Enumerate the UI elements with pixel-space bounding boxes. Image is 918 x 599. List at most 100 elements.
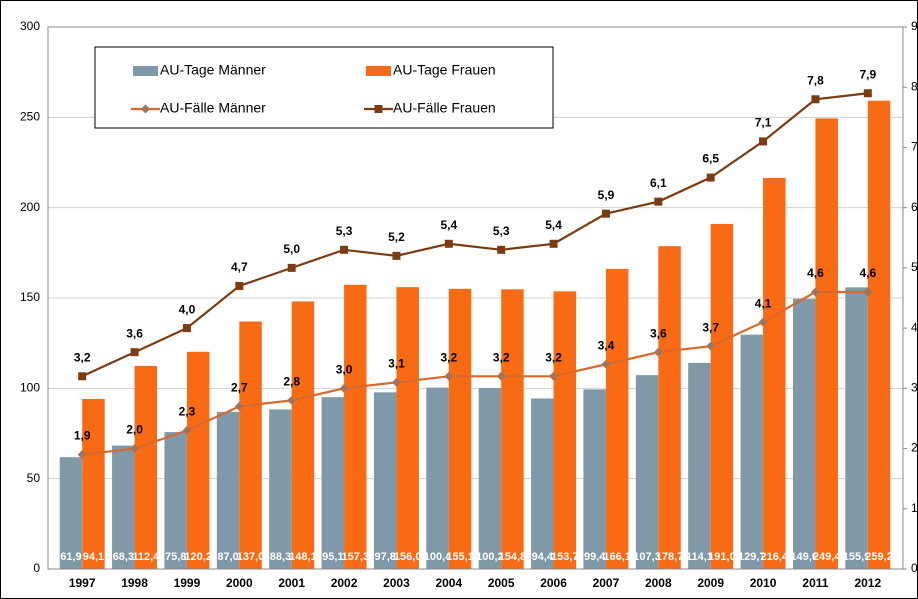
- bar: [845, 287, 868, 569]
- line-value-label: 4,6: [807, 266, 824, 280]
- y-tick-label: 150: [20, 290, 40, 304]
- bar-value-label: 178,7: [656, 551, 684, 563]
- bar: [396, 287, 419, 569]
- bar-value-label: 95,1: [322, 551, 343, 563]
- bar: [373, 392, 397, 569]
- bar: [740, 334, 764, 569]
- x-tick-label: 1997: [69, 576, 96, 590]
- bar-value-label: 155,1: [446, 551, 474, 563]
- line-value-label: 3,7: [702, 320, 719, 334]
- marker: [601, 209, 610, 218]
- legend-marker: [141, 104, 150, 114]
- bar: [792, 298, 816, 569]
- y2-tick-label: 1: [911, 501, 918, 515]
- bar-value-label: 259,2: [865, 551, 893, 563]
- marker: [863, 287, 873, 297]
- bar: [344, 284, 367, 569]
- marker: [810, 287, 820, 297]
- line: [82, 290, 868, 456]
- bar-value-label: 216,4: [761, 551, 789, 563]
- bar: [239, 321, 262, 569]
- bar-value-label: 94,1: [83, 551, 104, 563]
- bar-value-label: 157,3: [342, 551, 370, 563]
- line-value-label: 5,9: [598, 188, 615, 202]
- line-value-label: 4,7: [231, 260, 248, 274]
- bar-value-label: 191,0: [708, 551, 736, 563]
- x-tick-label: 2002: [331, 576, 358, 590]
- line-value-label: 7,8: [807, 73, 824, 87]
- line-value-label: 3,6: [650, 326, 667, 340]
- bar: [867, 100, 891, 569]
- y2-tick-label: 7: [911, 140, 918, 154]
- bar: [583, 389, 606, 569]
- bar-value-label: 75,8: [165, 551, 186, 563]
- bar-value-label: 149,6: [790, 551, 818, 563]
- marks: 61,9 68,3 75,8 87,0 88,3 95,1 97,8 100,4 100,2 94…: [59, 67, 893, 570]
- marker: [758, 317, 768, 327]
- line: [81, 92, 868, 378]
- marker: [182, 425, 192, 435]
- x-tick-label: 2009: [697, 576, 724, 590]
- bar-value-label: 94,4: [532, 551, 554, 563]
- y-tick-label: 50: [27, 471, 41, 485]
- x-tick-label: 2001: [278, 576, 305, 590]
- line-value-label: 5,2: [388, 230, 405, 244]
- bar-value-label: 107,3: [633, 551, 661, 563]
- marker: [706, 341, 716, 351]
- line-value-label: 5,4: [545, 218, 562, 232]
- legend-label: AU-Fälle Frauen: [393, 100, 496, 116]
- y2-tick-label: 4: [911, 320, 918, 334]
- marker: [234, 401, 244, 411]
- line-value-label: 2,0: [126, 423, 143, 437]
- bar: [269, 409, 292, 569]
- line-value-label: 4,6: [859, 266, 876, 280]
- y2-tick-label: 5: [911, 260, 918, 274]
- bar: [688, 362, 711, 569]
- legend-label: AU-Fälle Männer: [160, 100, 266, 116]
- line-value-label: 3,2: [74, 350, 91, 364]
- bar-value-label: 129,7: [738, 551, 766, 563]
- bar: [134, 365, 158, 569]
- bar: [553, 291, 577, 569]
- bar-value-label: 87,0: [217, 551, 238, 563]
- bar: [531, 398, 554, 569]
- line-value-label: 5,4: [440, 218, 457, 232]
- legend-swatch: [366, 66, 391, 76]
- bar: [710, 223, 734, 569]
- x-tick-label: 2005: [488, 576, 515, 590]
- bar-value-label: 156,0: [394, 551, 422, 563]
- line-value-label: 6,5: [702, 152, 719, 166]
- bar-value-label: 153,7: [551, 551, 579, 563]
- bar: [478, 387, 502, 569]
- x-tick-label: 2011: [802, 576, 828, 590]
- legend-label: AU-Tage Männer: [160, 62, 266, 78]
- line-value-label: 7,9: [859, 67, 876, 81]
- marker: [811, 95, 820, 104]
- marker: [444, 239, 453, 248]
- line-value-label: 3,0: [336, 363, 353, 377]
- marker: [706, 173, 715, 182]
- bar-value-label: 100,4: [424, 551, 452, 563]
- bar-value-label: 249,4: [813, 551, 841, 563]
- marker: [182, 324, 191, 333]
- line-value-label: 2,8: [283, 375, 300, 389]
- legend-items: AU-Tage Männer AU-Tage Frauen AU-Fälle Män…: [131, 62, 496, 116]
- line-value-label: 2,7: [231, 381, 248, 395]
- bar: [216, 411, 240, 569]
- y-tick-label: 200: [20, 200, 40, 214]
- y-tick-label: 0: [33, 561, 40, 575]
- bar: [501, 289, 524, 569]
- line-value-label: 6,1: [650, 176, 667, 190]
- line-value-label: 5,3: [336, 224, 353, 238]
- line-value-label: 5,3: [493, 224, 510, 238]
- line-value-label: 7,1: [755, 116, 772, 130]
- marker: [496, 371, 506, 381]
- marker: [653, 347, 663, 357]
- marker: [391, 377, 401, 387]
- x-tick-label: 2004: [435, 576, 462, 590]
- line-value-label: 1,9: [74, 429, 91, 443]
- x-tick-label: 2008: [645, 576, 672, 590]
- marker: [549, 239, 558, 248]
- bar-value-label: 88,3: [270, 551, 291, 563]
